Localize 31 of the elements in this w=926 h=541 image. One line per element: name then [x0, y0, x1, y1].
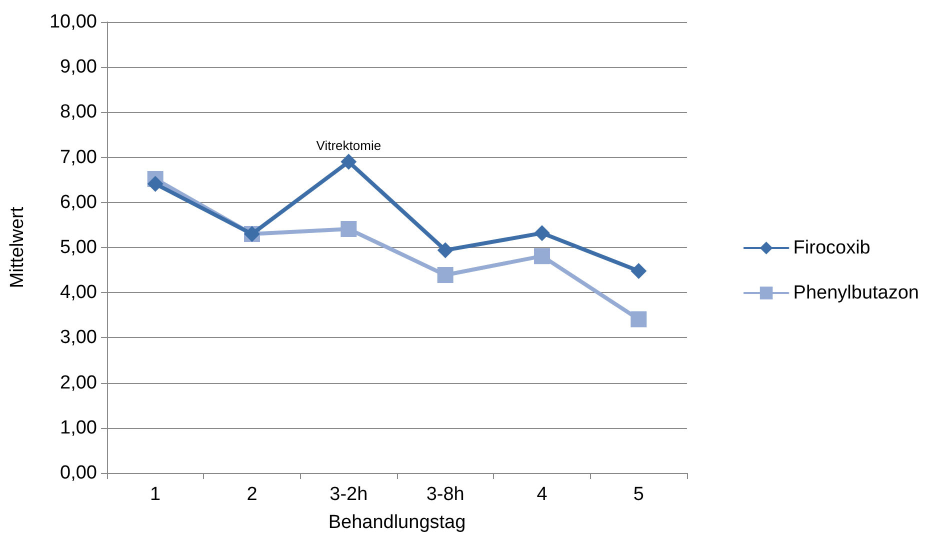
- x-tick-label: 4: [536, 484, 548, 505]
- x-tick-label: 2: [246, 484, 258, 505]
- point: [340, 154, 357, 170]
- y-tick-label: 6,00: [60, 192, 97, 213]
- y-tick-label: 0,00: [60, 462, 97, 484]
- y-tick-label: 9,00: [60, 56, 97, 78]
- y-tick-label: 5,00: [60, 237, 97, 258]
- y-tick-label: 8,00: [60, 102, 97, 123]
- point: [437, 242, 454, 258]
- y-tick-label: 10,00: [49, 12, 97, 32]
- point: [534, 248, 550, 264]
- legend-label: Firocoxib: [793, 238, 870, 258]
- point: [534, 225, 550, 242]
- x-tick-label: 5: [633, 484, 644, 505]
- y-tick-label: 4,00: [60, 282, 97, 304]
- annotation: Vitrektomie: [316, 138, 382, 153]
- x-axis-title: Behandlungstag: [328, 512, 466, 533]
- point: [340, 221, 357, 238]
- point: [437, 267, 454, 284]
- point: [630, 262, 647, 279]
- y-tick-label: 7,00: [60, 146, 97, 168]
- point: [630, 311, 647, 328]
- y-tick-label: 2,00: [60, 372, 97, 394]
- y-tick-label: 3,00: [60, 327, 97, 348]
- y-axis-title: Mittelwert: [7, 206, 28, 288]
- y-tick-label: 1,00: [60, 417, 97, 438]
- x-tick-label: 1: [150, 484, 161, 505]
- point: [147, 176, 164, 192]
- legend-label: Phenylbutazon: [793, 282, 920, 304]
- x-tick-label: 3-2h: [330, 484, 368, 505]
- x-tick-label: 3-8h: [426, 484, 464, 505]
